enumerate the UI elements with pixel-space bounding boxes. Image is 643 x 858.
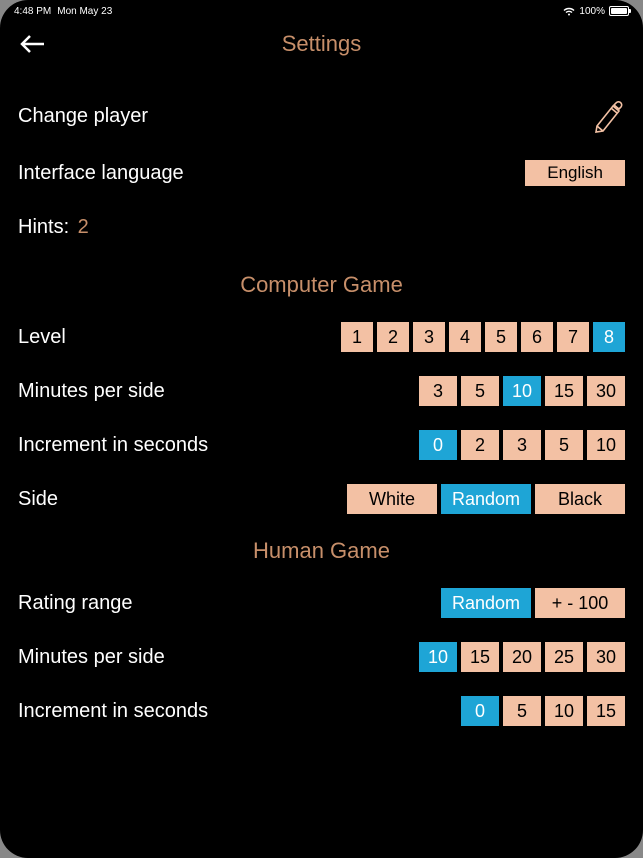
- option-button[interactable]: 10: [545, 696, 583, 726]
- hints-label: Hints:: [18, 216, 69, 238]
- option-button[interactable]: 3: [419, 376, 457, 406]
- option-button[interactable]: 0: [419, 430, 457, 460]
- rating-range-label: Rating range: [18, 592, 133, 615]
- pencil-icon[interactable]: [589, 98, 625, 134]
- computer-increment-label: Increment in seconds: [18, 434, 208, 457]
- status-bar: 4:48 PM Mon May 23 100%: [0, 0, 643, 18]
- option-button[interactable]: 30: [587, 376, 625, 406]
- language-button[interactable]: English: [525, 160, 625, 186]
- option-button[interactable]: 20: [503, 642, 541, 672]
- human-increment-label: Increment in seconds: [18, 700, 208, 723]
- human-minutes-label: Minutes per side: [18, 646, 165, 669]
- status-date: Mon May 23: [57, 6, 112, 17]
- option-button[interactable]: 6: [521, 322, 553, 352]
- option-button[interactable]: 5: [503, 696, 541, 726]
- option-button[interactable]: 2: [461, 430, 499, 460]
- hints-value: 2: [78, 216, 89, 238]
- option-button[interactable]: 5: [461, 376, 499, 406]
- human-increment-options: 051015: [461, 696, 625, 726]
- option-button[interactable]: 10: [503, 376, 541, 406]
- level-label: Level: [18, 326, 66, 349]
- battery-percent: 100%: [579, 6, 605, 17]
- rating-options: Random+ - 100: [441, 588, 625, 618]
- option-button[interactable]: 3: [413, 322, 445, 352]
- option-button[interactable]: 15: [587, 696, 625, 726]
- option-button[interactable]: Random: [441, 588, 531, 618]
- computer-minutes-label: Minutes per side: [18, 380, 165, 403]
- option-button[interactable]: 0: [461, 696, 499, 726]
- option-button[interactable]: 15: [461, 642, 499, 672]
- option-button[interactable]: 15: [545, 376, 583, 406]
- back-arrow-icon[interactable]: [18, 32, 48, 56]
- option-button[interactable]: 4: [449, 322, 481, 352]
- option-button[interactable]: 30: [587, 642, 625, 672]
- option-button[interactable]: 7: [557, 322, 589, 352]
- option-button[interactable]: 5: [545, 430, 583, 460]
- option-button[interactable]: 10: [587, 430, 625, 460]
- option-button[interactable]: Random: [441, 484, 531, 514]
- hints-row: Hints: 2: [18, 216, 89, 239]
- human-minutes-options: 1015202530: [419, 642, 625, 672]
- side-label: Side: [18, 488, 58, 511]
- option-button[interactable]: 8: [593, 322, 625, 352]
- option-button[interactable]: 25: [545, 642, 583, 672]
- option-button[interactable]: 3: [503, 430, 541, 460]
- option-button[interactable]: 5: [485, 322, 517, 352]
- option-button[interactable]: 1: [341, 322, 373, 352]
- option-button[interactable]: 2: [377, 322, 409, 352]
- side-options: WhiteRandomBlack: [347, 484, 625, 514]
- option-button[interactable]: White: [347, 484, 437, 514]
- level-options: 12345678: [341, 322, 625, 352]
- interface-language-label: Interface language: [18, 162, 184, 185]
- computer-minutes-options: 35101530: [419, 376, 625, 406]
- computer-increment-options: 023510: [419, 430, 625, 460]
- section-computer-game: Computer Game: [18, 272, 625, 298]
- option-button[interactable]: 10: [419, 642, 457, 672]
- page-title: Settings: [282, 31, 362, 57]
- change-player-label: Change player: [18, 105, 148, 128]
- wifi-icon: [563, 7, 575, 16]
- option-button[interactable]: + - 100: [535, 588, 625, 618]
- battery-icon: [609, 6, 629, 16]
- status-time: 4:48 PM: [14, 6, 51, 17]
- section-human-game: Human Game: [18, 538, 625, 564]
- option-button[interactable]: Black: [535, 484, 625, 514]
